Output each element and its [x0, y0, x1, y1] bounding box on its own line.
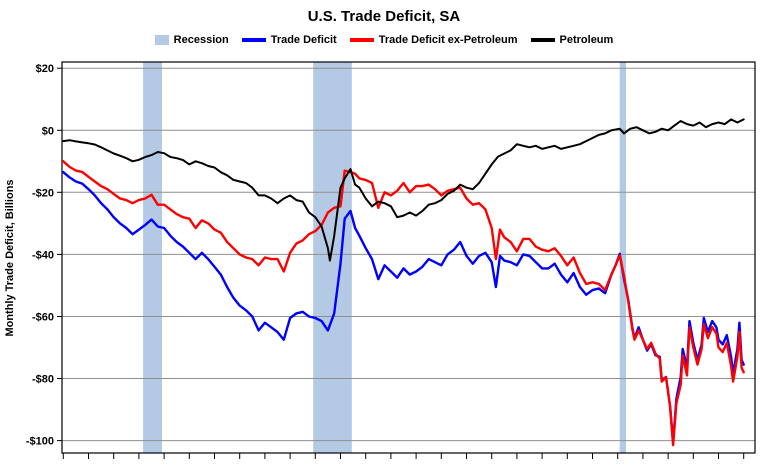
y-axis-title: Monthly Trade Deficit, Billions [4, 179, 16, 337]
recession-band [619, 62, 626, 453]
recession-band [143, 62, 162, 453]
legend-item-trade-deficit: Trade Deficit [241, 34, 337, 46]
legend-item-recession: Recession [154, 34, 229, 46]
ex-petroleum-line-swatch [349, 38, 374, 42]
legend-label-ex-petroleum: Trade Deficit ex-Petroleum [378, 34, 518, 46]
plot-border [61, 61, 756, 454]
legend-item-petroleum: Petroleum [530, 34, 614, 46]
y-tick-label: -$80 [32, 374, 54, 386]
y-tick-label: $20 [36, 63, 54, 75]
y-tick-label: -$100 [26, 436, 54, 448]
y-tick-label: -$60 [32, 312, 54, 324]
y-tick-label: $0 [42, 125, 54, 137]
series-line-trade-deficit-ex-petroleum [62, 160, 745, 447]
legend-item-ex-petroleum: Trade Deficit ex-Petroleum [349, 34, 518, 46]
series-line-trade-deficit [62, 170, 745, 444]
legend-label-recession: Recession [173, 34, 229, 46]
recession-band-swatch [154, 35, 169, 45]
legend-label-trade-deficit: Trade Deficit [270, 34, 337, 46]
chart-title: U.S. Trade Deficit, SA [307, 8, 461, 25]
recession-band [313, 62, 352, 453]
legend-label-petroleum: Petroleum [559, 34, 614, 46]
chart-legend: Recession Trade Deficit Trade Deficit ex… [0, 34, 768, 46]
series-line-petroleum [62, 118, 745, 262]
y-tick-label: -$20 [32, 187, 54, 199]
petroleum-line-swatch [530, 38, 555, 42]
y-tick-label: -$40 [32, 249, 54, 261]
trade-deficit-line-swatch [241, 38, 266, 42]
